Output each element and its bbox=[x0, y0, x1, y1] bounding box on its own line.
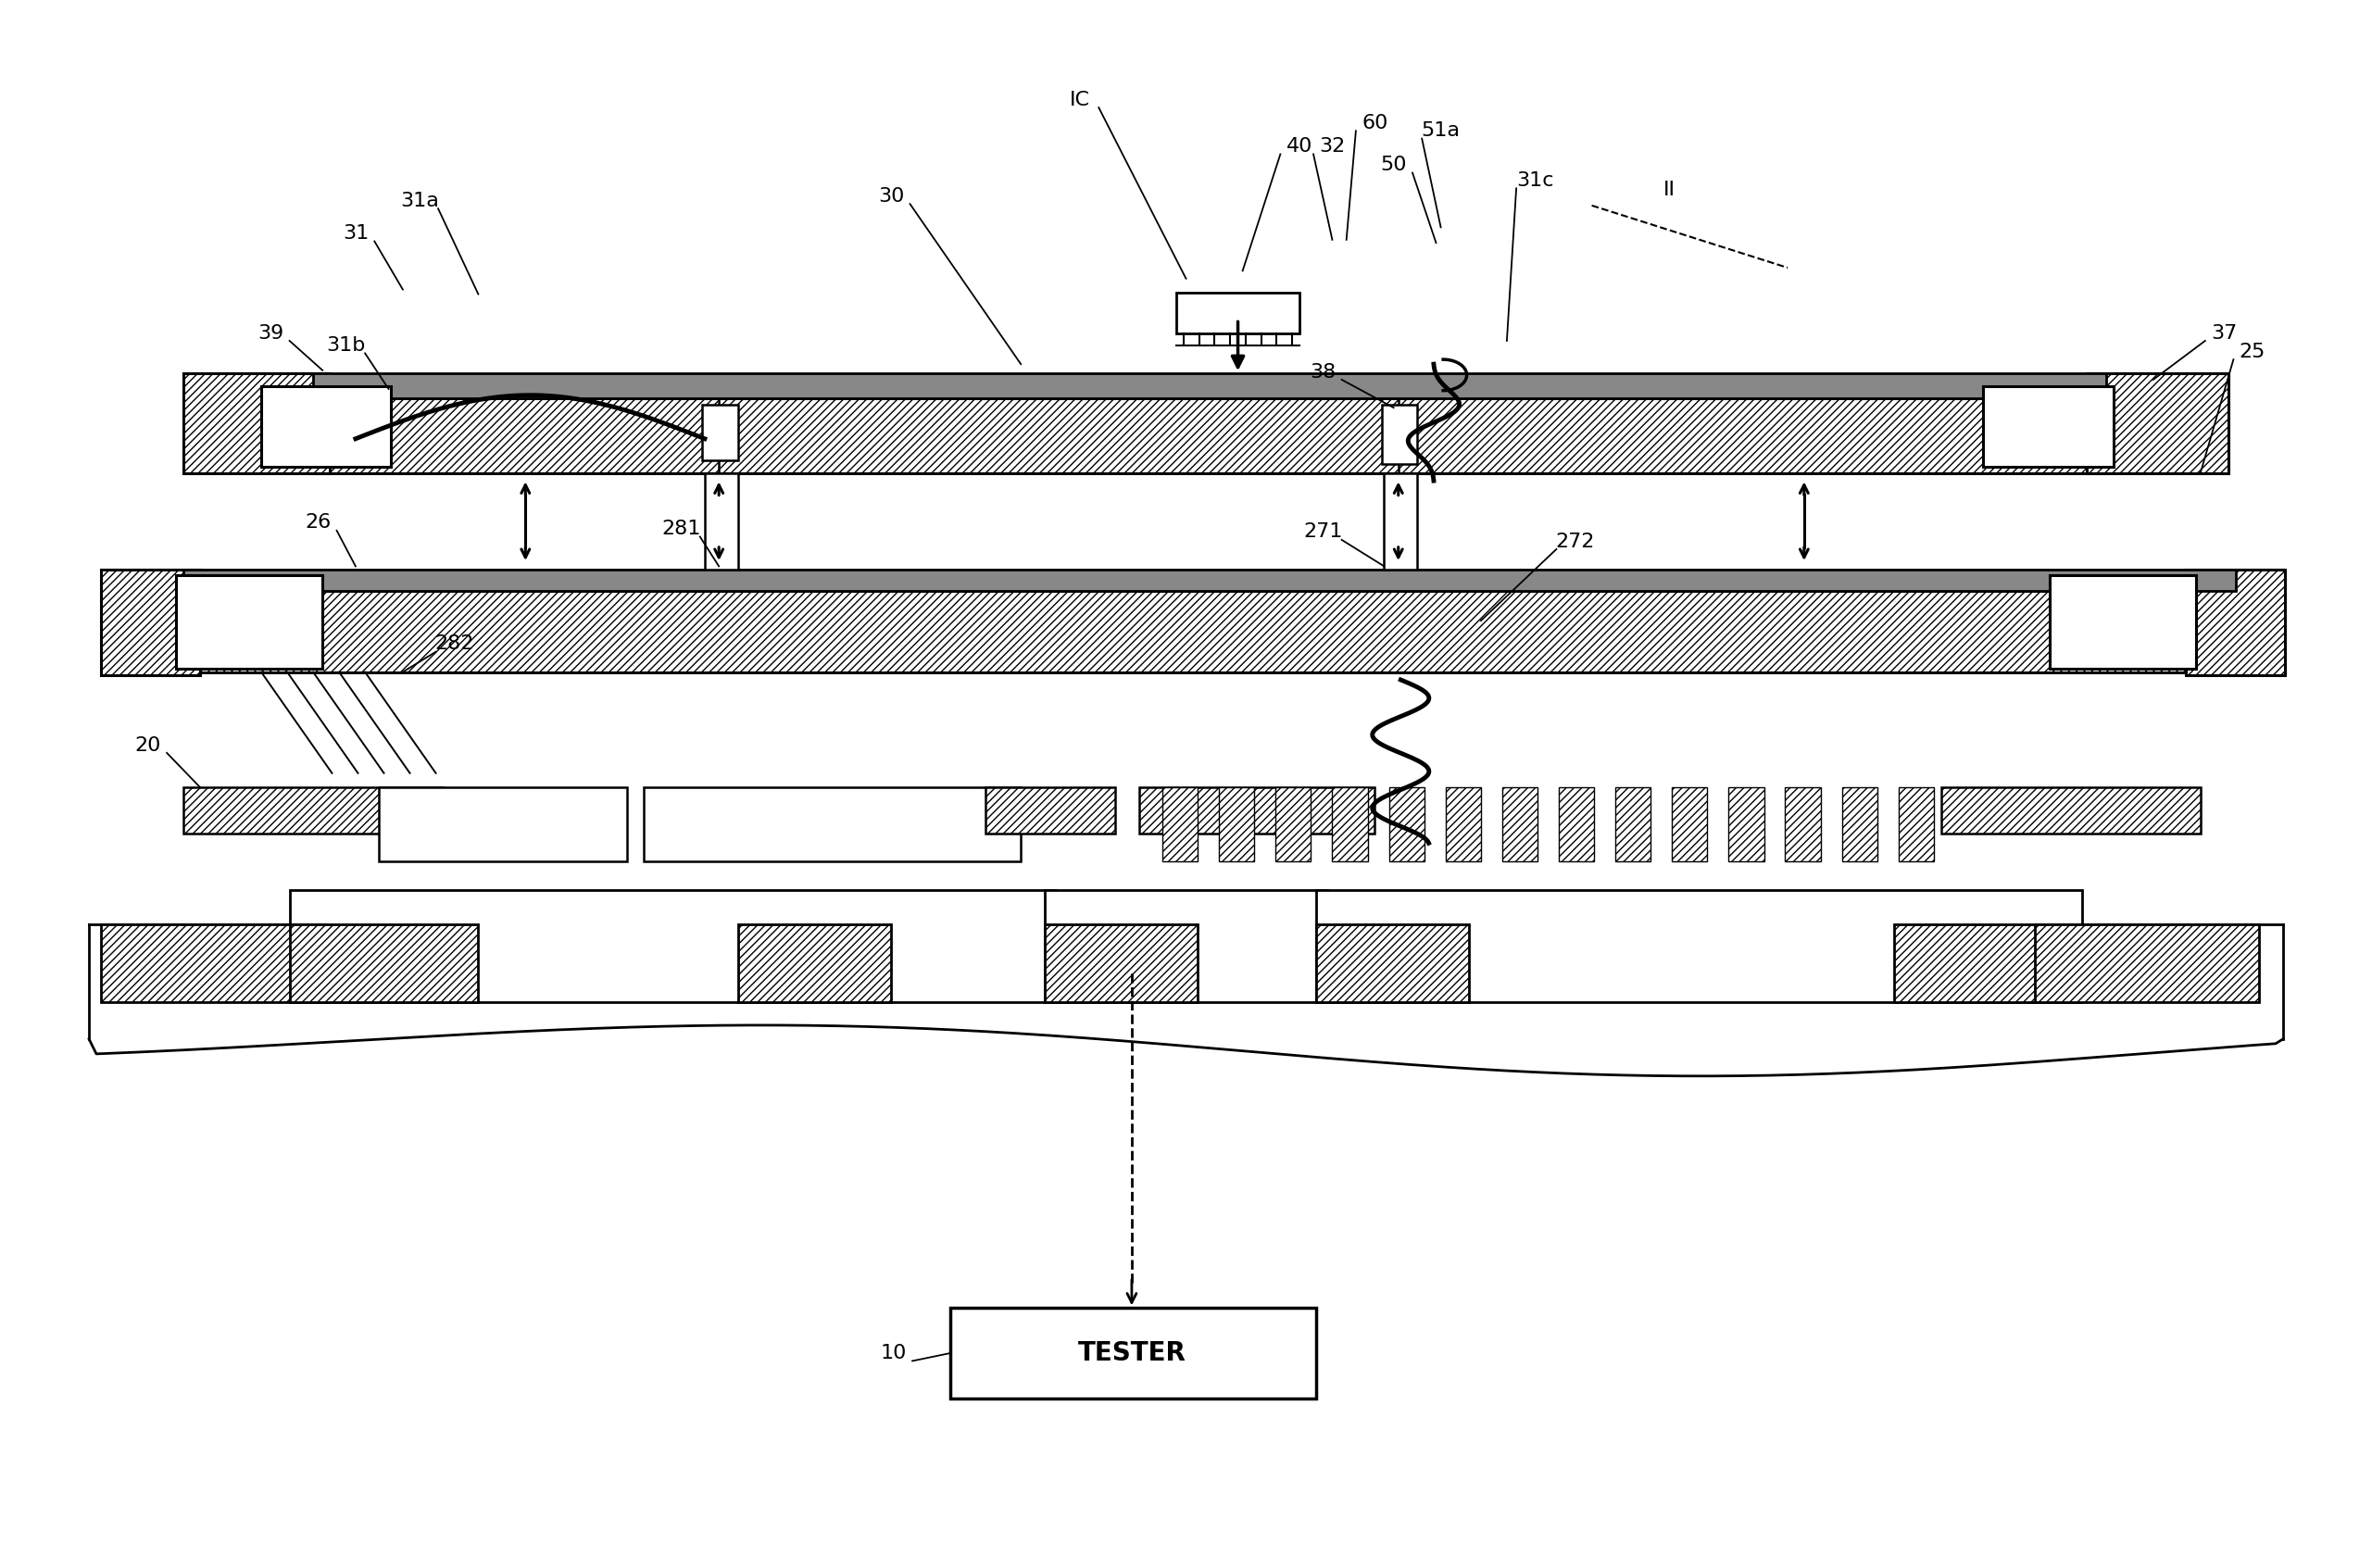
Bar bbox=[704, 474, 738, 569]
Text: 37: 37 bbox=[2211, 323, 2237, 342]
Bar bbox=[1044, 889, 1328, 1002]
Bar bbox=[289, 924, 479, 1002]
Bar bbox=[1729, 787, 1765, 862]
Bar bbox=[183, 373, 330, 474]
Bar bbox=[1898, 787, 1933, 862]
Text: 50: 50 bbox=[1381, 155, 1407, 174]
Bar bbox=[2187, 569, 2284, 676]
Text: IC: IC bbox=[1070, 91, 1091, 110]
Text: 272: 272 bbox=[1556, 532, 1594, 550]
Text: 60: 60 bbox=[1362, 114, 1388, 132]
Bar bbox=[1385, 474, 1416, 569]
Bar bbox=[643, 787, 1020, 862]
Bar bbox=[1316, 889, 2083, 1002]
Bar bbox=[380, 787, 626, 862]
Bar bbox=[1672, 787, 1708, 862]
Bar bbox=[1558, 787, 1594, 862]
Bar bbox=[1219, 787, 1255, 862]
Bar bbox=[1786, 787, 1822, 862]
Text: 10: 10 bbox=[880, 1344, 906, 1363]
Text: 51a: 51a bbox=[1421, 122, 1461, 140]
Bar bbox=[1893, 924, 2083, 1002]
Bar bbox=[183, 787, 444, 834]
Text: 40: 40 bbox=[1286, 136, 1312, 155]
Bar bbox=[1333, 787, 1369, 862]
Bar bbox=[1841, 787, 1876, 862]
Bar bbox=[313, 373, 2106, 398]
Bar bbox=[1139, 787, 1376, 834]
Bar bbox=[1940, 787, 2201, 834]
Bar bbox=[1383, 405, 1416, 464]
Bar bbox=[1276, 787, 1312, 862]
Bar bbox=[1615, 787, 1651, 862]
Bar bbox=[951, 1308, 1316, 1399]
Bar bbox=[183, 591, 2237, 673]
Bar bbox=[289, 889, 1056, 1002]
Text: 282: 282 bbox=[434, 635, 474, 654]
Bar bbox=[2087, 373, 2230, 474]
Bar bbox=[100, 924, 325, 1002]
Bar bbox=[1177, 293, 1300, 332]
Bar bbox=[183, 569, 2237, 591]
Bar bbox=[100, 569, 199, 676]
Bar bbox=[313, 398, 2106, 474]
Text: 30: 30 bbox=[878, 187, 904, 205]
Bar bbox=[1044, 924, 1198, 1002]
Bar bbox=[738, 924, 892, 1002]
Bar bbox=[1162, 787, 1198, 862]
Text: 26: 26 bbox=[304, 513, 332, 532]
Text: 25: 25 bbox=[2239, 342, 2265, 361]
Text: TESTER: TESTER bbox=[1077, 1341, 1186, 1366]
Text: 38: 38 bbox=[1309, 362, 1335, 381]
Text: 31: 31 bbox=[342, 224, 368, 243]
Text: 31c: 31c bbox=[1516, 171, 1554, 190]
Bar bbox=[261, 386, 391, 467]
Bar bbox=[176, 575, 323, 670]
Text: 39: 39 bbox=[259, 323, 285, 342]
Text: 281: 281 bbox=[662, 519, 700, 538]
Text: 31a: 31a bbox=[401, 191, 439, 210]
Bar bbox=[1501, 787, 1537, 862]
Text: 271: 271 bbox=[1302, 522, 1343, 541]
Text: 31b: 31b bbox=[327, 336, 365, 354]
Bar bbox=[1445, 787, 1480, 862]
Bar bbox=[1390, 787, 1423, 862]
Bar bbox=[984, 787, 1115, 834]
Bar bbox=[702, 405, 738, 461]
Bar bbox=[1316, 924, 1468, 1002]
Text: II: II bbox=[1663, 180, 1675, 199]
Bar bbox=[2035, 924, 2261, 1002]
Bar bbox=[1983, 386, 2113, 467]
Text: 20: 20 bbox=[135, 735, 161, 754]
Bar bbox=[2049, 575, 2196, 670]
Text: 32: 32 bbox=[1319, 136, 1345, 155]
